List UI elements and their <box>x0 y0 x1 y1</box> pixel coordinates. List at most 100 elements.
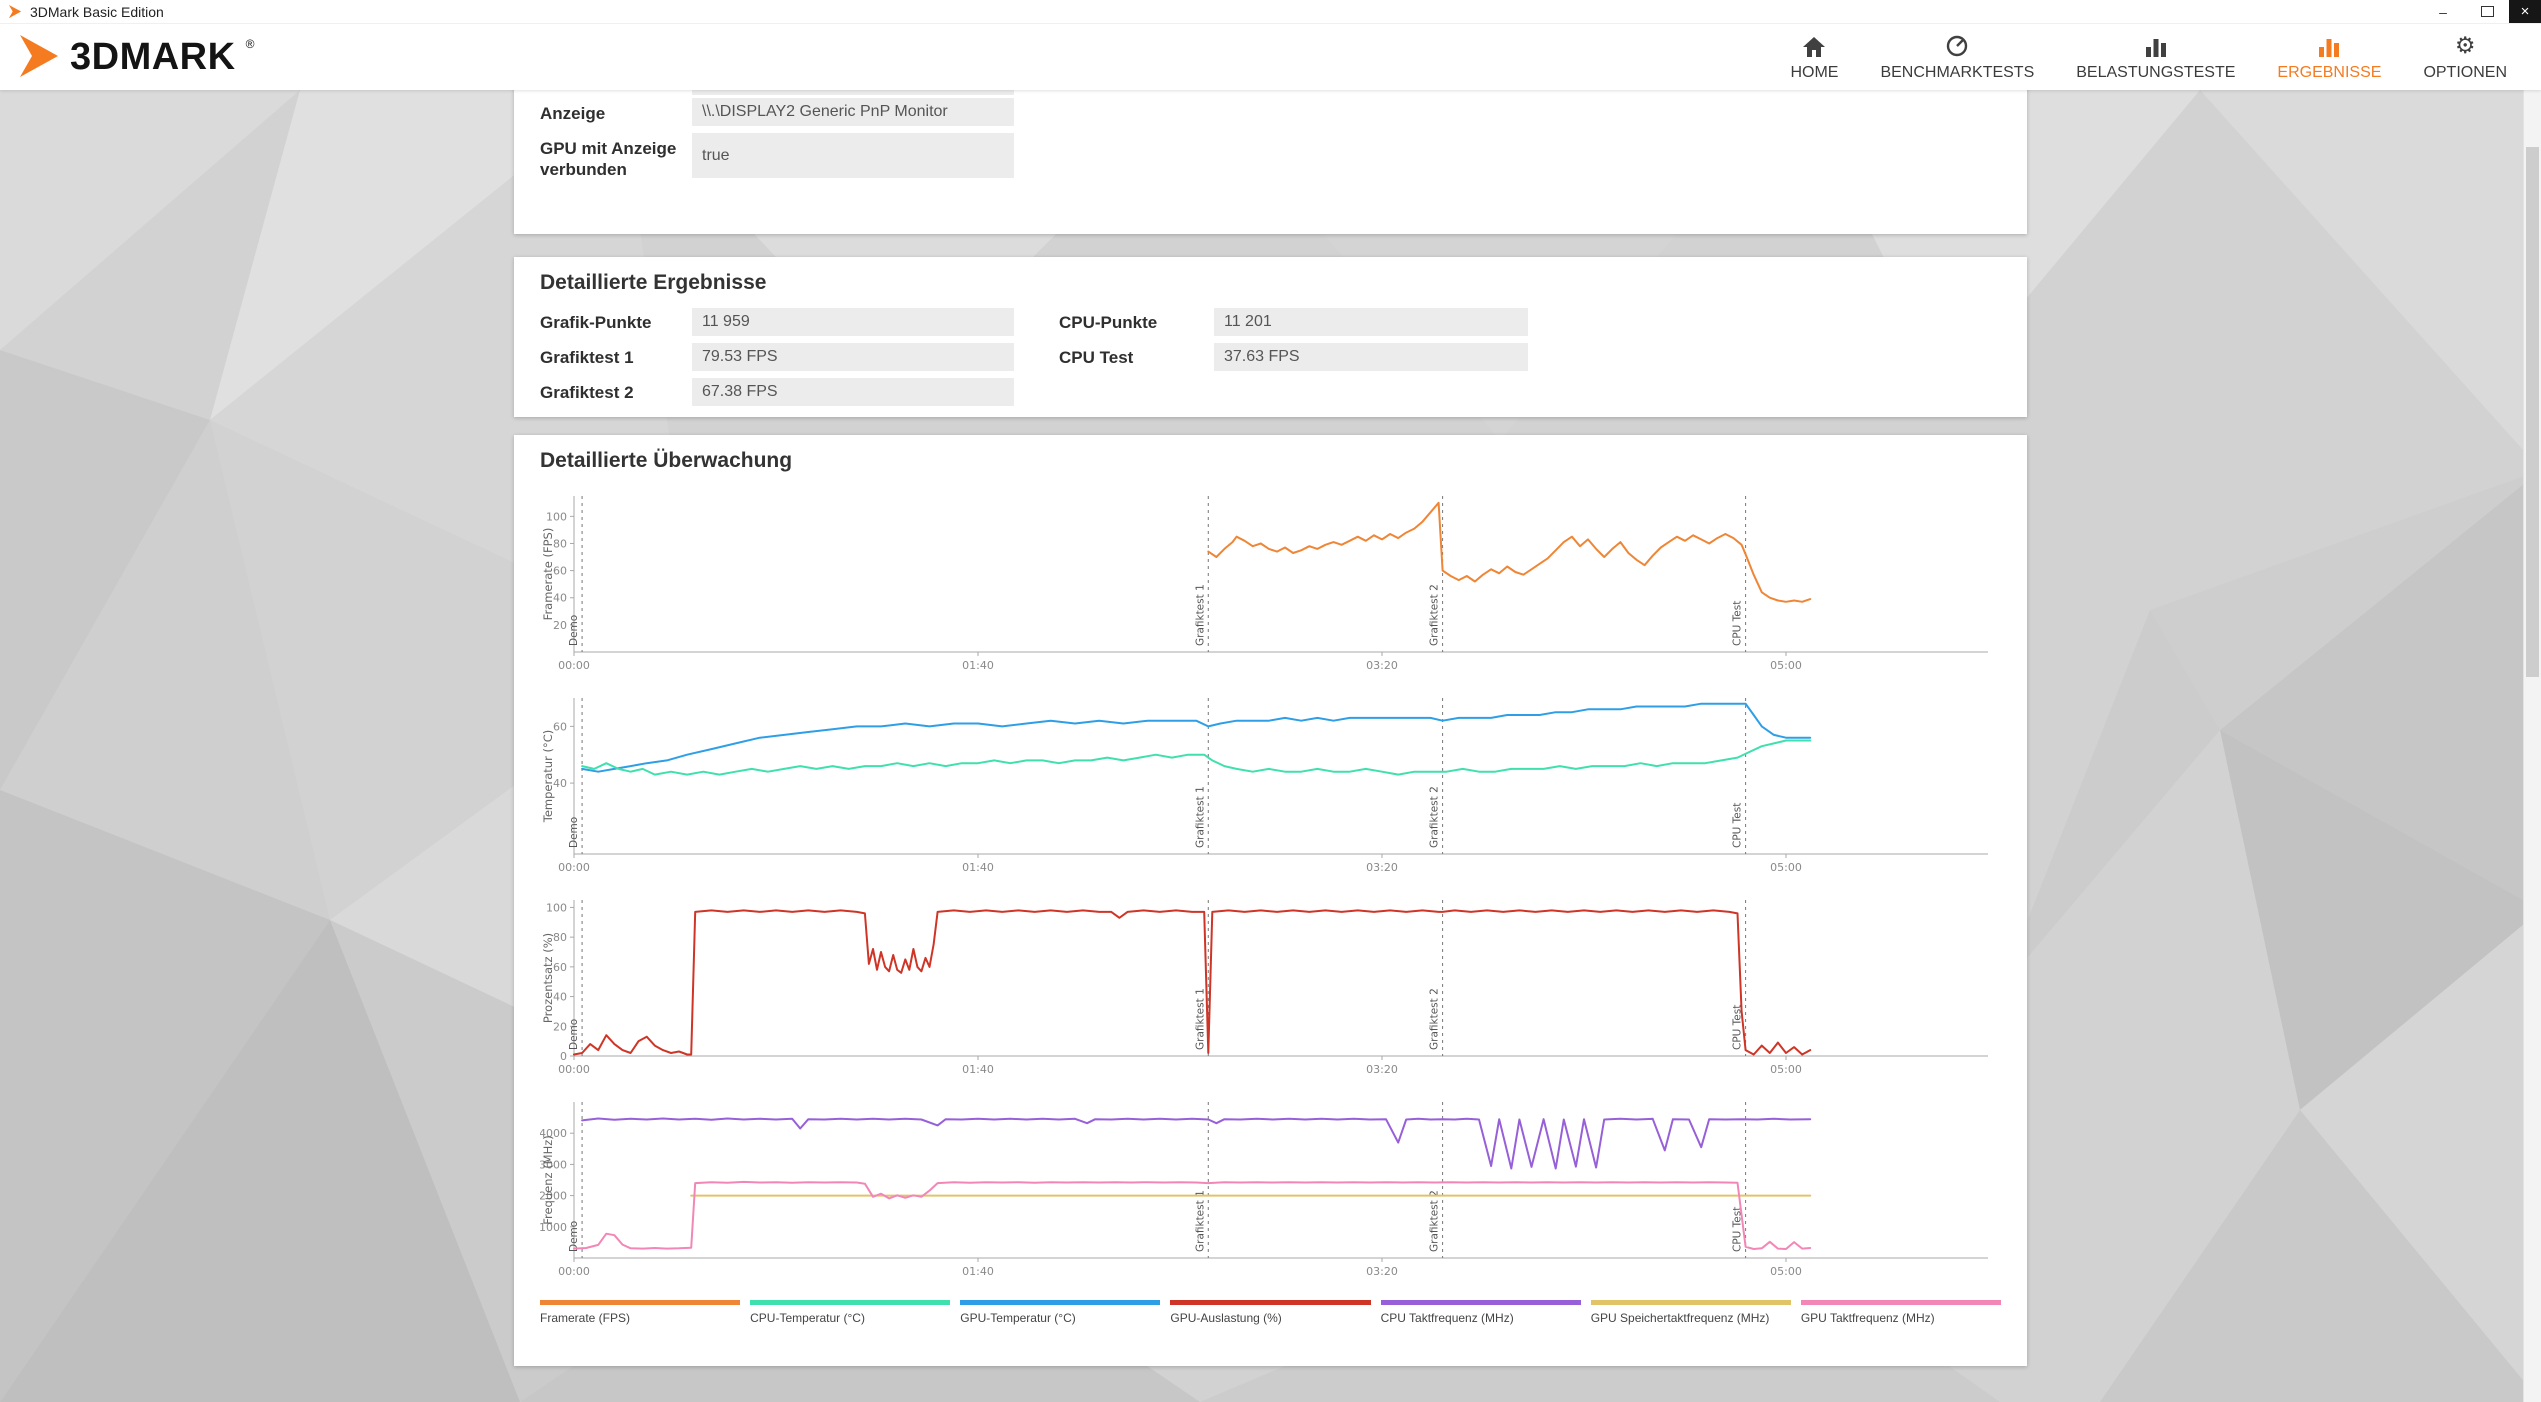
legend-item-cpu-temp: CPU-Temperatur (°C) <box>750 1300 951 1325</box>
svg-text:Grafiktest 2: Grafiktest 2 <box>1429 988 1441 1050</box>
brand-logo-icon <box>20 35 58 77</box>
svg-text:Frequenz (MHz): Frequenz (MHz) <box>541 1135 555 1225</box>
card-title: Detaillierte Ergebnisse <box>540 271 767 294</box>
svg-text:20: 20 <box>553 1020 567 1033</box>
nav-item-benchmarktests[interactable]: BENCHMARKTESTS <box>1880 33 2034 82</box>
grid-spacer <box>1214 378 1528 406</box>
nav-label: OPTIONEN <box>2423 63 2507 81</box>
grid-spacer <box>1059 378 1214 406</box>
result-label: CPU-Punkte <box>1059 313 1158 332</box>
legend-label: CPU Taktfrequenz (MHz) <box>1380 1311 1514 1325</box>
svg-text:40: 40 <box>553 592 567 605</box>
svg-text:Grafiktest 1: Grafiktest 1 <box>1194 786 1206 848</box>
grid-spacer <box>1014 343 1059 371</box>
legend-item-gpu-load: GPU-Auslastung (%) <box>1170 1300 1371 1325</box>
result-value: 11 959 <box>692 308 1014 336</box>
svg-text:100: 100 <box>546 510 567 523</box>
nav-item-belastungsteste[interactable]: BELASTUNGSTESTE <box>2076 33 2235 82</box>
legend-item-gpu-mem-clock: GPU Speichertaktfrequenz (MHz) <box>1590 1300 1791 1325</box>
legend-color-bar <box>1170 1300 1371 1305</box>
bar-chart-icon <box>2316 33 2342 59</box>
result-value: 11 201 <box>1214 308 1528 336</box>
nav-label: ERGEBNISSE <box>2277 63 2382 81</box>
svg-text:3000: 3000 <box>540 1158 567 1171</box>
window-title: 3DMark Basic Edition <box>30 3 164 20</box>
svg-text:Demo: Demo <box>568 615 580 646</box>
legend-item-framerate: Framerate (FPS) <box>540 1300 741 1325</box>
main-nav: HOME BENCHMARKTESTS BELASTUNGSTESTE ERGE… <box>1790 33 2507 82</box>
result-value: 37.63 FPS <box>1214 343 1528 371</box>
frequency-chart: 1000 2000 3000 4000 00:00 01:40 03:20 05:00 Demo… <box>540 1102 1988 1278</box>
nav-label: HOME <box>1790 63 1839 81</box>
field-label: Anzeige <box>540 104 606 123</box>
svg-text:CPU Test: CPU Test <box>1732 1207 1744 1252</box>
svg-text:20: 20 <box>553 619 567 632</box>
svg-text:60: 60 <box>553 720 567 733</box>
svg-text:Temperatur (°C): Temperatur (°C) <box>541 730 555 823</box>
svg-text:01:40: 01:40 <box>962 1063 994 1076</box>
field-value: true <box>692 133 1014 178</box>
result-label: Grafik-Punkte <box>540 313 652 332</box>
svg-text:03:20: 03:20 <box>1366 659 1398 672</box>
temperature-chart: 40 60 00:00 01:40 03:20 05:00 Demo Grafiktest 1… <box>541 698 1988 874</box>
close-icon: × <box>2520 3 2530 20</box>
svg-text:40: 40 <box>553 777 567 790</box>
svg-text:01:40: 01:40 <box>962 659 994 672</box>
legend-label: GPU Speichertaktfrequenz (MHz) <box>1590 1311 1770 1325</box>
svg-text:80: 80 <box>553 931 567 944</box>
info-row-gpu-verbunden: GPU mit Anzeige verbunden true <box>540 133 2001 180</box>
card-title: Detaillierte Überwachung <box>540 449 793 472</box>
vertical-scrollbar[interactable] <box>2523 90 2541 1402</box>
framerate-chart: 20 40 60 80 100 00:00 01:40 03:20 05:00 Demo Grafi… <box>541 496 1988 672</box>
svg-text:03:20: 03:20 <box>1366 1063 1398 1076</box>
maximize-icon <box>2480 6 2494 17</box>
legend-color-bar <box>1380 1300 1581 1305</box>
brand-logo-text: 3DMARK <box>70 36 236 78</box>
legend-color-bar <box>960 1300 1161 1305</box>
svg-text:00:00: 00:00 <box>558 659 590 672</box>
svg-text:0: 0 <box>560 1050 567 1063</box>
svg-text:00:00: 00:00 <box>558 1265 590 1278</box>
scrollbar-thumb[interactable] <box>2526 147 2539 677</box>
svg-text:01:40: 01:40 <box>962 861 994 874</box>
legend-label: GPU-Temperatur (°C) <box>960 1311 1076 1325</box>
nav-item-ergebnisse[interactable]: ERGEBNISSE <box>2277 33 2381 82</box>
maximize-button[interactable] <box>2465 0 2509 23</box>
chart-legend: Framerate (FPS) CPU-Temperatur (°C) GPU-… <box>540 1300 2001 1325</box>
detailed-monitoring-card: Detaillierte Überwachung 20 40 60 80 100 00:0… <box>514 435 2027 1366</box>
legend-item-gpu-temp: GPU-Temperatur (°C) <box>960 1300 1161 1325</box>
svg-text:03:20: 03:20 <box>1366 861 1398 874</box>
legend-label: Framerate (FPS) <box>540 1311 631 1325</box>
svg-text:00:00: 00:00 <box>558 1063 590 1076</box>
svg-text:03:20: 03:20 <box>1366 1265 1398 1278</box>
gpu-load-chart: 0 20 40 60 80 100 00:00 01:40 03:20 05:00 Demo Graf… <box>541 900 1988 1076</box>
app-icon <box>8 4 22 19</box>
svg-text:Grafiktest 1: Grafiktest 1 <box>1194 988 1206 1050</box>
legend-label: GPU Taktfrequenz (MHz) <box>1800 1311 1935 1325</box>
svg-text:2000: 2000 <box>540 1190 567 1203</box>
info-row-anzeige: Anzeige \\.\DISPLAY2 Generic PnP Monitor <box>540 98 2001 126</box>
home-icon <box>1801 33 1827 59</box>
svg-text:Grafiktest 2: Grafiktest 2 <box>1429 584 1441 646</box>
svg-text:1000: 1000 <box>540 1221 567 1234</box>
svg-text:01:40: 01:40 <box>962 1265 994 1278</box>
nav-item-optionen[interactable]: ⚙ OPTIONEN <box>2423 33 2507 82</box>
svg-text:100: 100 <box>546 901 567 914</box>
main-content: Anzeige \\.\DISPLAY2 Generic PnP Monitor… <box>0 90 2541 1402</box>
bar-chart-icon <box>2143 33 2169 59</box>
svg-text:4000: 4000 <box>540 1127 567 1140</box>
result-label: Grafiktest 1 <box>540 348 634 367</box>
svg-text:CPU Test: CPU Test <box>1732 803 1744 848</box>
legend-label: CPU-Temperatur (°C) <box>750 1311 865 1325</box>
svg-text:40: 40 <box>553 991 567 1004</box>
app-header: 3DMARK ® HOME BENCHMARKTESTS BELASTUNGST… <box>0 24 2541 90</box>
nav-item-home[interactable]: HOME <box>1790 33 1838 82</box>
svg-text:Demo: Demo <box>568 1019 580 1050</box>
detailed-results-card: Detaillierte Ergebnisse Grafik-Punkte 11… <box>514 257 2027 417</box>
close-button[interactable]: × <box>2509 0 2541 23</box>
legend-color-bar <box>540 1300 741 1305</box>
svg-text:Demo: Demo <box>568 1221 580 1252</box>
legend-color-bar <box>1590 1300 1791 1305</box>
minimize-button[interactable]: – <box>2421 0 2465 23</box>
svg-text:60: 60 <box>553 565 567 578</box>
